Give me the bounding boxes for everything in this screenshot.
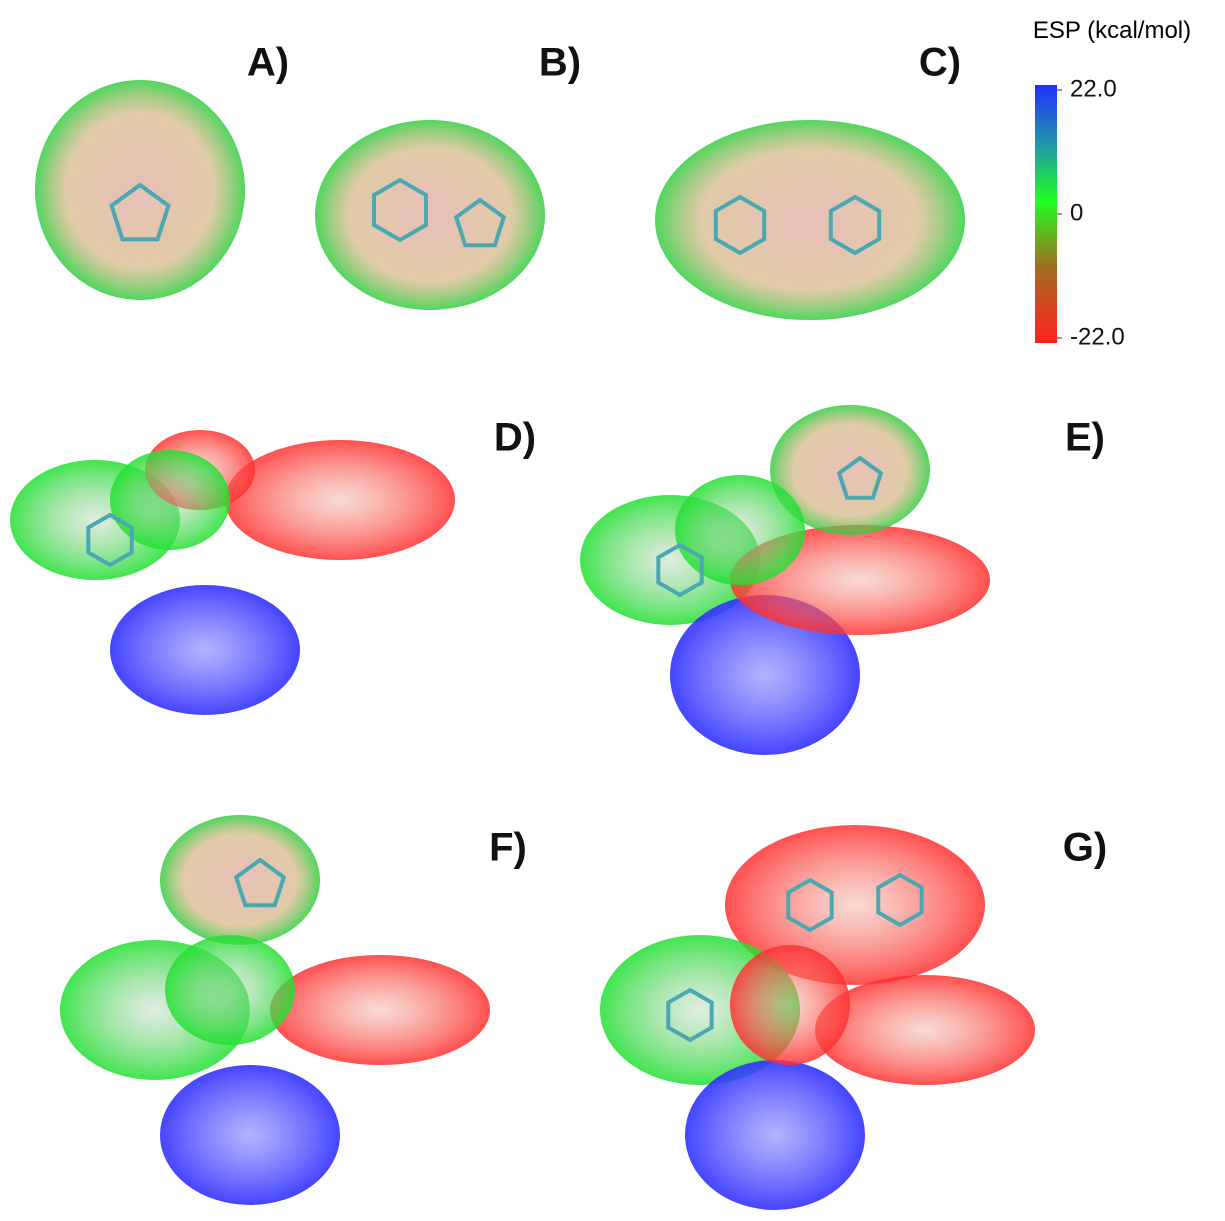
panel-label: D) xyxy=(494,416,536,460)
panel-label: C) xyxy=(919,41,961,85)
panel-label: G) xyxy=(1063,826,1107,870)
esp-surface xyxy=(315,120,545,310)
esp-surface xyxy=(670,595,860,755)
molecule-ring xyxy=(656,542,704,598)
esp-surface xyxy=(270,955,490,1065)
esp-surface xyxy=(160,1065,340,1205)
esp-surface xyxy=(770,405,930,535)
esp-surface xyxy=(165,935,295,1045)
esp-surface xyxy=(110,450,230,550)
esp-surface xyxy=(160,815,320,945)
panel-label: A) xyxy=(247,41,289,85)
molecule-surfaces xyxy=(10,80,1035,1210)
molecule-ring xyxy=(453,197,507,248)
esp-surface xyxy=(815,975,1035,1085)
molecule-ring xyxy=(828,194,882,256)
panel-label: E) xyxy=(1065,416,1105,460)
esp-surface xyxy=(35,80,245,300)
molecule-ring xyxy=(836,455,884,500)
esp-surface xyxy=(730,945,850,1065)
colorbar xyxy=(1035,85,1057,343)
molecule-ring xyxy=(666,987,714,1043)
colorbar-title: ESP (kcal/mol) xyxy=(1033,17,1191,44)
molecule-ring xyxy=(233,857,287,908)
molecule-ring xyxy=(713,194,767,256)
molecule-ring xyxy=(372,177,428,243)
molecule-ring xyxy=(786,877,834,933)
esp-surface xyxy=(685,1060,865,1210)
colorbar-tick-label: 22.0 xyxy=(1070,75,1117,102)
colorbar-tick-label: -22.0 xyxy=(1070,323,1125,350)
esp-surface xyxy=(655,120,965,320)
esp-surface xyxy=(675,475,805,585)
colorbar-tick-label: 0 xyxy=(1070,199,1083,226)
molecule-ring xyxy=(86,512,134,568)
molecule-ring xyxy=(876,872,924,928)
panel-label: B) xyxy=(539,41,581,85)
panel-label: F) xyxy=(489,826,527,870)
esp-surface xyxy=(225,440,455,560)
esp-surface xyxy=(110,585,300,715)
molecule-ring xyxy=(109,182,171,242)
